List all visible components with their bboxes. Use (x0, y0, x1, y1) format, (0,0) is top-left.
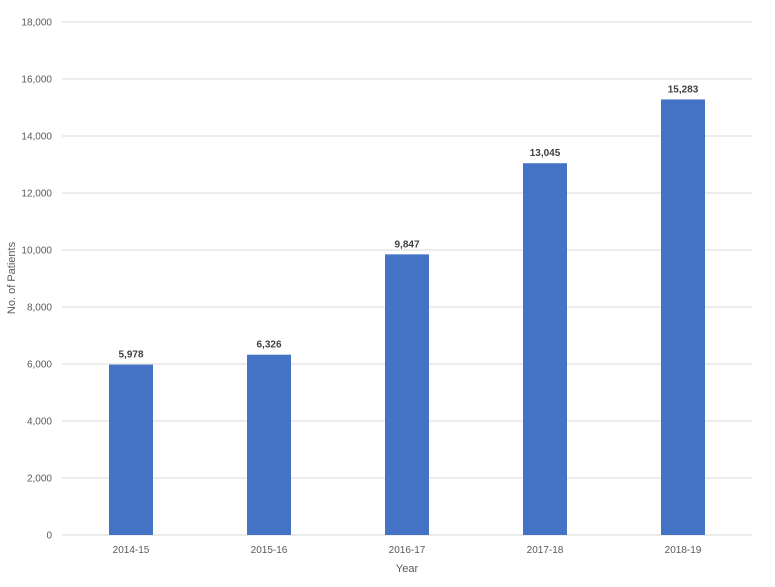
x-axis-ticks: 2014-15 2015-16 2016-17 2017-18 2018-19 (113, 545, 702, 556)
x-tick-label: 2014-15 (113, 545, 150, 556)
x-tick-label: 2017-18 (527, 545, 564, 556)
y-tick-label: 18,000 (21, 18, 52, 29)
y-tick-label: 10,000 (21, 246, 52, 257)
y-tick-label: 16,000 (21, 75, 52, 86)
x-tick-label: 2015-16 (251, 545, 288, 556)
y-tick-label: 4,000 (27, 417, 52, 428)
data-label: 5,978 (118, 350, 143, 361)
bar-2016-17 (385, 254, 429, 535)
y-axis-ticks: 0 2,000 4,000 6,000 8,000 10,000 12,000 14,000 1… (21, 18, 52, 542)
data-label: 6,326 (256, 340, 281, 351)
x-tick-label: 2018-19 (665, 545, 702, 556)
y-tick-label: 14,000 (21, 132, 52, 143)
y-tick-label: 0 (46, 531, 52, 542)
bar-2015-16 (247, 354, 291, 535)
bars (109, 99, 705, 535)
bar-2018-19 (661, 99, 705, 535)
y-tick-label: 8,000 (27, 303, 52, 314)
bar-2014-15 (109, 364, 153, 535)
x-tick-label: 2016-17 (389, 545, 426, 556)
data-labels: 5,978 6,326 9,847 13,045 15,283 (118, 84, 698, 360)
y-tick-label: 12,000 (21, 189, 52, 200)
bar-2017-18 (523, 163, 567, 535)
data-label: 15,283 (668, 84, 699, 95)
y-tick-label: 6,000 (27, 360, 52, 371)
x-axis-title: Year (396, 563, 419, 575)
data-label: 13,045 (530, 148, 561, 159)
y-tick-label: 2,000 (27, 474, 52, 485)
data-label: 9,847 (394, 239, 419, 250)
y-axis-title: No. of Patients (6, 241, 18, 314)
